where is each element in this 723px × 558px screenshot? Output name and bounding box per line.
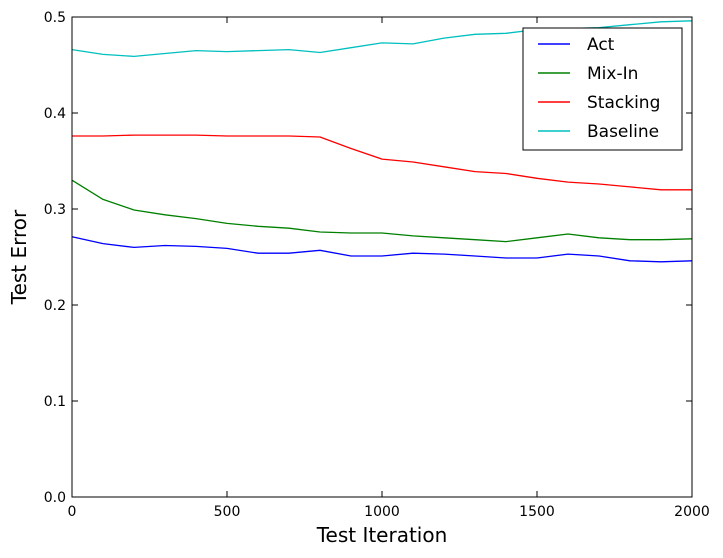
series-line-mix-in xyxy=(71,179,693,243)
series-line-stacking xyxy=(72,134,692,191)
x-tick-label: 500 xyxy=(214,504,241,520)
x-tick-label: 0 xyxy=(68,504,77,520)
series-layer xyxy=(71,20,693,263)
x-axis-title: Test Iteration xyxy=(316,523,448,547)
y-tick-label: 0.4 xyxy=(44,106,66,122)
x-tick-label: 2000 xyxy=(674,504,710,520)
legend-label: Stacking xyxy=(587,93,660,113)
x-tick-label: 1500 xyxy=(519,504,555,520)
series-line-act xyxy=(71,236,693,263)
y-tick-label: 0.2 xyxy=(44,298,66,314)
y-tick-label: 0.1 xyxy=(44,394,66,410)
y-tick-label: 0.0 xyxy=(44,490,66,506)
plot-frame xyxy=(71,16,693,498)
legend-box xyxy=(522,27,683,151)
x-tick-label: 1000 xyxy=(364,504,400,520)
legend: Act Mix-In Stacking Baseline xyxy=(522,27,683,151)
tick-labels: 0 500 1000 1500 2000 0.0 0.1 0.2 0.3 0.4 0.5 xyxy=(44,10,710,520)
y-tick-label: 0.3 xyxy=(44,202,66,218)
y-tick-label: 0.5 xyxy=(44,10,66,26)
legend-label: Baseline xyxy=(587,122,659,142)
legend-label: Mix-In xyxy=(587,64,638,84)
legend-label: Act xyxy=(587,35,615,55)
y-axis-title: Test Error xyxy=(7,209,31,305)
